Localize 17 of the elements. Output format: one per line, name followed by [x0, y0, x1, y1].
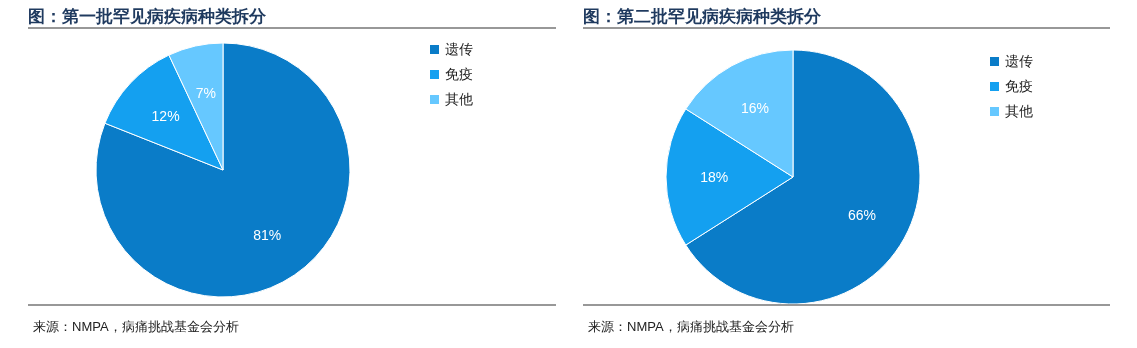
legend-label: 免疫	[445, 66, 473, 82]
legend-label: 遗传	[1005, 53, 1033, 69]
data-label: 7%	[195, 85, 216, 102]
legend-label: 其他	[445, 91, 473, 107]
legend-label: 遗传	[445, 41, 473, 57]
chart-title: 图：第二批罕见病疾病种类拆分	[583, 7, 822, 26]
data-label: 16%	[741, 100, 770, 116]
source-note: 来源：NMPA，病痛挑战基金会分析	[588, 319, 794, 334]
chart-title: 图：第一批罕见病疾病种类拆分	[28, 7, 267, 26]
data-label: 12%	[151, 108, 180, 125]
source-note: 来源：NMPA，病痛挑战基金会分析	[33, 319, 239, 334]
legend-label: 免疫	[1005, 78, 1033, 94]
data-label: 66%	[847, 206, 877, 223]
pie-slice	[95, 42, 351, 298]
data-label: 18%	[700, 169, 729, 185]
legend-label: 其他	[1005, 103, 1033, 119]
data-label: 81%	[253, 227, 282, 244]
